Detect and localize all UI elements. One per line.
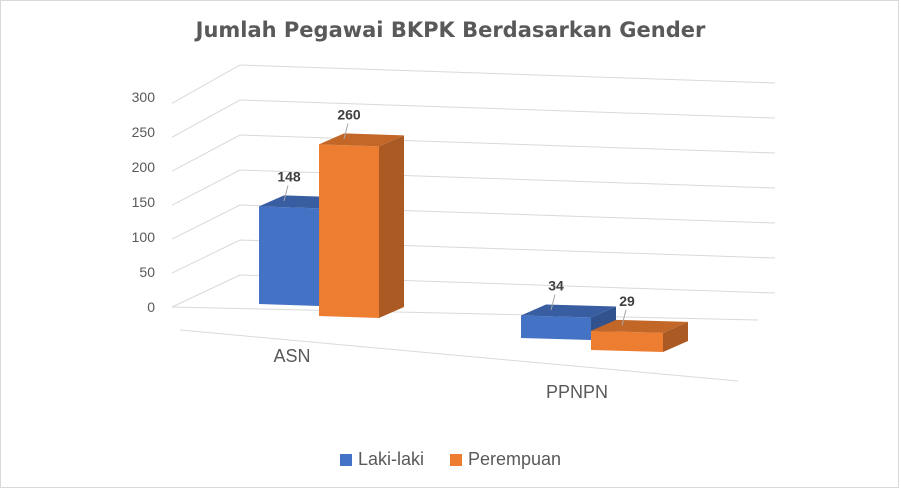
floor-edge bbox=[171, 306, 759, 321]
x-category-label: ASN bbox=[273, 346, 310, 366]
data-label: 29 bbox=[619, 293, 635, 309]
bar-laki-laki-asn bbox=[259, 206, 319, 306]
legend-label-perempuan: Perempuan bbox=[467, 449, 562, 469]
legend: Laki-laki Perempuan bbox=[0, 449, 901, 470]
y-tick-label: 300 bbox=[132, 89, 156, 105]
data-label-leader bbox=[343, 123, 349, 140]
gridline bbox=[171, 274, 776, 308]
bar-side bbox=[663, 321, 688, 352]
legend-swatch-laki-laki bbox=[339, 453, 352, 466]
data-label-leader bbox=[550, 294, 556, 311]
data-label: 148 bbox=[277, 168, 301, 184]
y-tick-label: 200 bbox=[132, 159, 156, 175]
legend-item-perempuan: Perempuan bbox=[449, 449, 562, 470]
data-label-leader bbox=[621, 309, 627, 326]
data-label: 34 bbox=[548, 278, 564, 294]
x-category-label: PPNPN bbox=[546, 382, 608, 402]
floor-front-edge bbox=[179, 329, 739, 382]
y-tick-label: 150 bbox=[132, 194, 156, 210]
gridline bbox=[171, 134, 776, 172]
y-tick-label: 0 bbox=[147, 299, 155, 315]
bar-top bbox=[521, 304, 616, 318]
bar-laki-laki-ppnpn bbox=[521, 315, 591, 340]
legend-label-laki-laki: Laki-laki bbox=[357, 449, 424, 469]
y-tick-label: 50 bbox=[139, 264, 155, 280]
gridline bbox=[171, 99, 776, 138]
bar-side bbox=[379, 135, 404, 318]
bar-top bbox=[319, 133, 404, 147]
data-label-leader bbox=[283, 185, 289, 201]
y-tick-label: 250 bbox=[132, 124, 156, 140]
bar-perempuan-asn bbox=[319, 144, 379, 318]
y-tick-label: 100 bbox=[132, 229, 156, 245]
gridline bbox=[171, 169, 776, 206]
gridline bbox=[171, 239, 776, 274]
gridline bbox=[171, 204, 776, 240]
gridline bbox=[171, 64, 776, 104]
bar-top bbox=[591, 319, 688, 333]
chart-title: Jumlah Pegawai BKPK Berdasarkan Gender bbox=[195, 18, 706, 42]
data-label: 260 bbox=[337, 106, 361, 122]
bar-perempuan-ppnpn bbox=[591, 330, 663, 352]
legend-swatch-perempuan bbox=[449, 453, 462, 466]
legend-item-laki-laki: Laki-laki bbox=[339, 449, 424, 470]
